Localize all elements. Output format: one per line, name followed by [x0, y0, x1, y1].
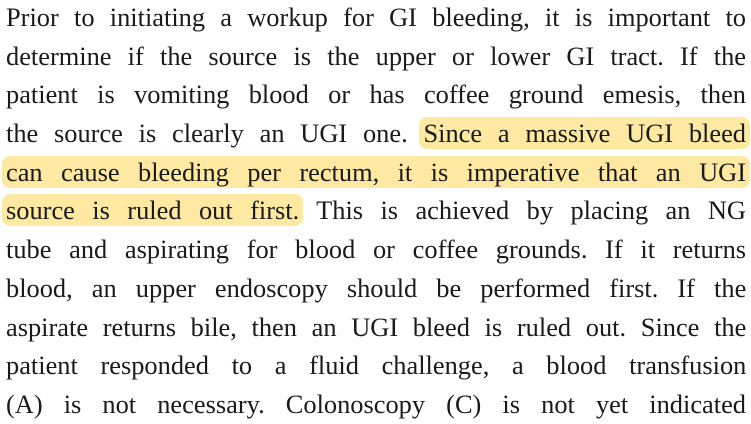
text-line: blood, an upper endoscopy should be perf…	[6, 269, 746, 308]
text-segment: Prior to initiating a workup for GI blee…	[6, 2, 746, 32]
text-line: source is ruled out first. This is achie…	[2, 191, 746, 230]
text-line: (A) is not necessary. Colonoscopy (C) is…	[6, 385, 746, 424]
text-segment: tube and aspirating for blood or coffee …	[6, 234, 747, 265]
text-line: can cause bleeding per rectum, it is imp…	[2, 153, 750, 192]
text-segment: determine if the source is the upper or …	[6, 40, 746, 71]
text-segment: blood, an upper endoscopy should be perf…	[6, 272, 747, 303]
highlighted-text: source is ruled out first.	[2, 194, 304, 227]
text-line: aspirate returns bile, then an UGI bleed…	[6, 308, 746, 347]
text-segment: patient is vomiting blood or has coffee …	[6, 79, 746, 110]
text-line: tube and aspirating for blood or coffee …	[6, 230, 746, 269]
text-segment: (A) is not necessary. Colonoscopy (C) is…	[6, 388, 746, 419]
text-segment: the source is clearly an UGI one.	[6, 118, 424, 149]
text-segment: This is achieved by placing an NG	[299, 195, 746, 226]
text-line: patient responded to a fluid challenge, …	[6, 346, 746, 385]
text-line: patient is vomiting blood or has coffee …	[6, 75, 746, 114]
highlighted-text: can cause bleeding per rectum, it is imp…	[2, 155, 750, 188]
highlighted-text: Since a massive UGI bleed	[419, 117, 750, 150]
text-line: the source is clearly an UGI one. Since …	[6, 114, 750, 153]
text-segment: patient responded to a fluid challenge, …	[6, 350, 747, 381]
text-line: Prior to initiating a workup for GI blee…	[6, 0, 746, 37]
text-line: determine if the source is the upper or …	[6, 37, 746, 76]
text-segment: aspirate returns bile, then an UGI bleed…	[6, 311, 747, 342]
